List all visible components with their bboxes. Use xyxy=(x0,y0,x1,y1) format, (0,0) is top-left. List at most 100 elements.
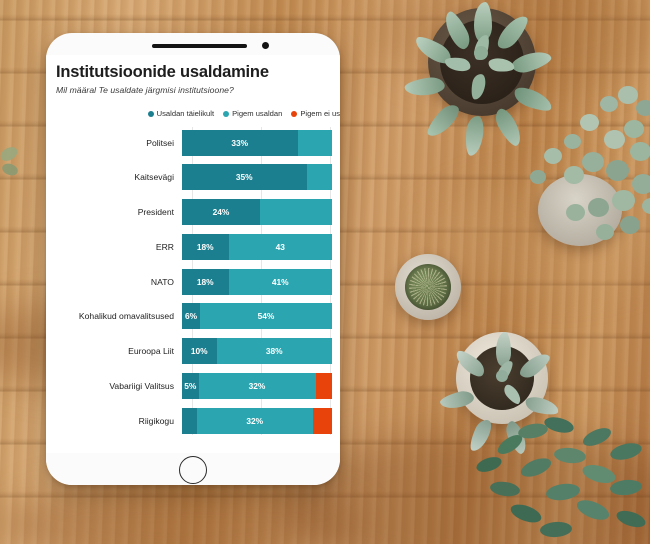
succulent-leaf xyxy=(474,2,492,42)
eucalyptus-leaf xyxy=(624,120,644,138)
bar-segment-series-2[interactable]: 43 xyxy=(228,233,332,260)
eucalyptus-bush xyxy=(520,78,650,278)
bar-segment-series-2[interactable]: 32% xyxy=(198,373,316,400)
bar-value-label: 18% xyxy=(196,241,214,252)
bar-segment-series-1[interactable]: 10% xyxy=(182,338,217,365)
legend-item-usaldan-taielikult[interactable]: Usaldan täielikult xyxy=(147,109,215,118)
legend-swatch-icon xyxy=(223,110,230,117)
bar-segment-series-1[interactable] xyxy=(182,407,197,434)
category-label: ERR xyxy=(155,241,174,252)
eucalyptus-leaf xyxy=(612,190,635,211)
legend-item-pigem-usaldan[interactable]: Pigem usaldan xyxy=(223,109,282,118)
bar-segment-series-1[interactable]: 24% xyxy=(182,199,260,226)
legend-item-pigem-ei-usalda[interactable]: Pigem ei us xyxy=(291,109,340,118)
jade-leaf xyxy=(518,454,554,481)
bar-value-label: 35% xyxy=(235,172,253,183)
bar-segment-series-2[interactable]: 32% xyxy=(197,407,313,434)
chart-row: President 24% xyxy=(46,197,340,228)
stacked-bar[interactable]: 10% 38% xyxy=(182,338,340,365)
bar-value-label: 43 xyxy=(275,241,285,252)
bar-segment-series-2[interactable]: 41% xyxy=(228,268,332,295)
eucalyptus-leaf xyxy=(564,166,584,184)
succulent-echeveria-mid xyxy=(0,144,24,188)
bar-value-label: 33% xyxy=(231,137,249,148)
bar-segment-series-1[interactable]: 33% xyxy=(182,129,298,156)
cactus-spines xyxy=(409,268,447,306)
jade-leaf xyxy=(508,500,544,527)
bar-value-label: 54% xyxy=(257,311,275,322)
eucalyptus-leaf xyxy=(630,142,650,161)
legend-label: Pigem ei us xyxy=(300,109,340,118)
bar-segment-series-2[interactable]: 38% xyxy=(216,338,332,365)
bar-segment-series-1[interactable]: 6% xyxy=(182,303,200,330)
phone-top-bezel xyxy=(46,33,340,55)
jade-leaf xyxy=(542,414,576,436)
chart-rows: Politsei 33% Kaitsevägi 35% President 24% ERR 1… xyxy=(46,127,340,435)
home-button[interactable] xyxy=(179,456,207,484)
leaf-sprig xyxy=(0,161,20,178)
jade-leaf xyxy=(580,461,618,487)
eucalyptus-leaf xyxy=(636,100,650,116)
chart-row: NATO 18% 41% xyxy=(46,266,340,297)
jade-leaf xyxy=(574,496,612,524)
stacked-bar[interactable]: 18% 43 xyxy=(182,233,340,260)
category-label: Politsei xyxy=(146,137,174,148)
jade-leaf xyxy=(489,479,521,499)
speaker-grille-icon xyxy=(152,44,247,48)
bar-value-label: 38% xyxy=(265,346,283,357)
bar-value-label: 41% xyxy=(271,276,289,287)
legend-swatch-icon xyxy=(291,110,298,117)
stacked-bar[interactable]: 35% xyxy=(182,164,340,191)
succulent-core xyxy=(474,46,488,60)
bar-segment-series-3[interactable] xyxy=(312,407,332,434)
eucalyptus-leaf xyxy=(530,170,546,184)
eucalyptus-leaf xyxy=(582,152,604,172)
category-label: Kohalikud omavalitsused xyxy=(78,311,174,322)
smartphone-device: Institutsioonide usaldamine Mil määral T… xyxy=(46,33,340,485)
succulent-core xyxy=(496,370,508,382)
bar-segment-series-1[interactable]: 18% xyxy=(182,233,229,260)
bar-segment-series-2[interactable] xyxy=(260,199,332,226)
chart-row: ERR 18% 43 xyxy=(46,231,340,262)
eucalyptus-leaf xyxy=(618,86,638,104)
eucalyptus-leaf xyxy=(604,130,625,149)
chart-title: Institutsioonide usaldamine xyxy=(56,63,269,81)
chart-row: Euroopa Liit 10% 38% xyxy=(46,336,340,367)
chart-row: Vabariigi Valitsus 5% 32% xyxy=(46,371,340,402)
succulent-leaf xyxy=(423,100,463,142)
bar-segment-series-1[interactable]: 5% xyxy=(182,373,199,400)
chart-row: Riigikogu 32% xyxy=(46,405,340,435)
bar-segment-series-2[interactable] xyxy=(297,129,332,156)
legend-swatch-icon xyxy=(147,110,154,117)
legend-label: Pigem usaldan xyxy=(232,109,283,118)
eucalyptus-leaf xyxy=(620,216,640,234)
category-label: Kaitsevägi xyxy=(134,172,174,183)
category-label: NATO xyxy=(150,276,174,287)
eucalyptus-leaf xyxy=(642,198,650,214)
legend-label: Usaldan täielikult xyxy=(156,109,215,118)
stacked-bar[interactable]: 32% xyxy=(182,407,340,434)
succulent-echeveria-top xyxy=(403,0,555,157)
chart-row: Kaitsevägi 35% xyxy=(46,162,340,193)
stacked-bar[interactable]: 33% xyxy=(182,129,340,156)
stacked-bar[interactable]: 24% xyxy=(182,199,340,226)
bar-segment-series-1[interactable]: 18% xyxy=(182,268,229,295)
bar-segment-series-3[interactable] xyxy=(315,373,332,400)
eucalyptus-leaf xyxy=(606,160,629,181)
cactus-round xyxy=(395,254,461,320)
stacked-bar[interactable]: 6% 54% xyxy=(182,303,340,330)
bar-value-label: 24% xyxy=(212,207,230,218)
stacked-bar[interactable]: 18% 41% xyxy=(182,268,340,295)
leaf-sprig xyxy=(0,144,20,164)
bar-segment-series-2[interactable] xyxy=(306,164,332,191)
bar-segment-series-1[interactable]: 35% xyxy=(182,164,307,191)
bar-segment-series-2[interactable]: 54% xyxy=(200,303,332,330)
stacked-bar[interactable]: 5% 32% xyxy=(182,373,340,400)
eucalyptus-leaf xyxy=(564,134,581,149)
eucalyptus-leaf xyxy=(600,96,618,112)
jade-leaf xyxy=(553,446,587,465)
category-label: Euroopa Liit xyxy=(128,346,174,357)
eucalyptus-leaf xyxy=(632,174,650,194)
chart-plot-area: Politsei 33% Kaitsevägi 35% President 24% ERR 1… xyxy=(46,127,340,435)
eucalyptus-leaf xyxy=(596,224,614,240)
